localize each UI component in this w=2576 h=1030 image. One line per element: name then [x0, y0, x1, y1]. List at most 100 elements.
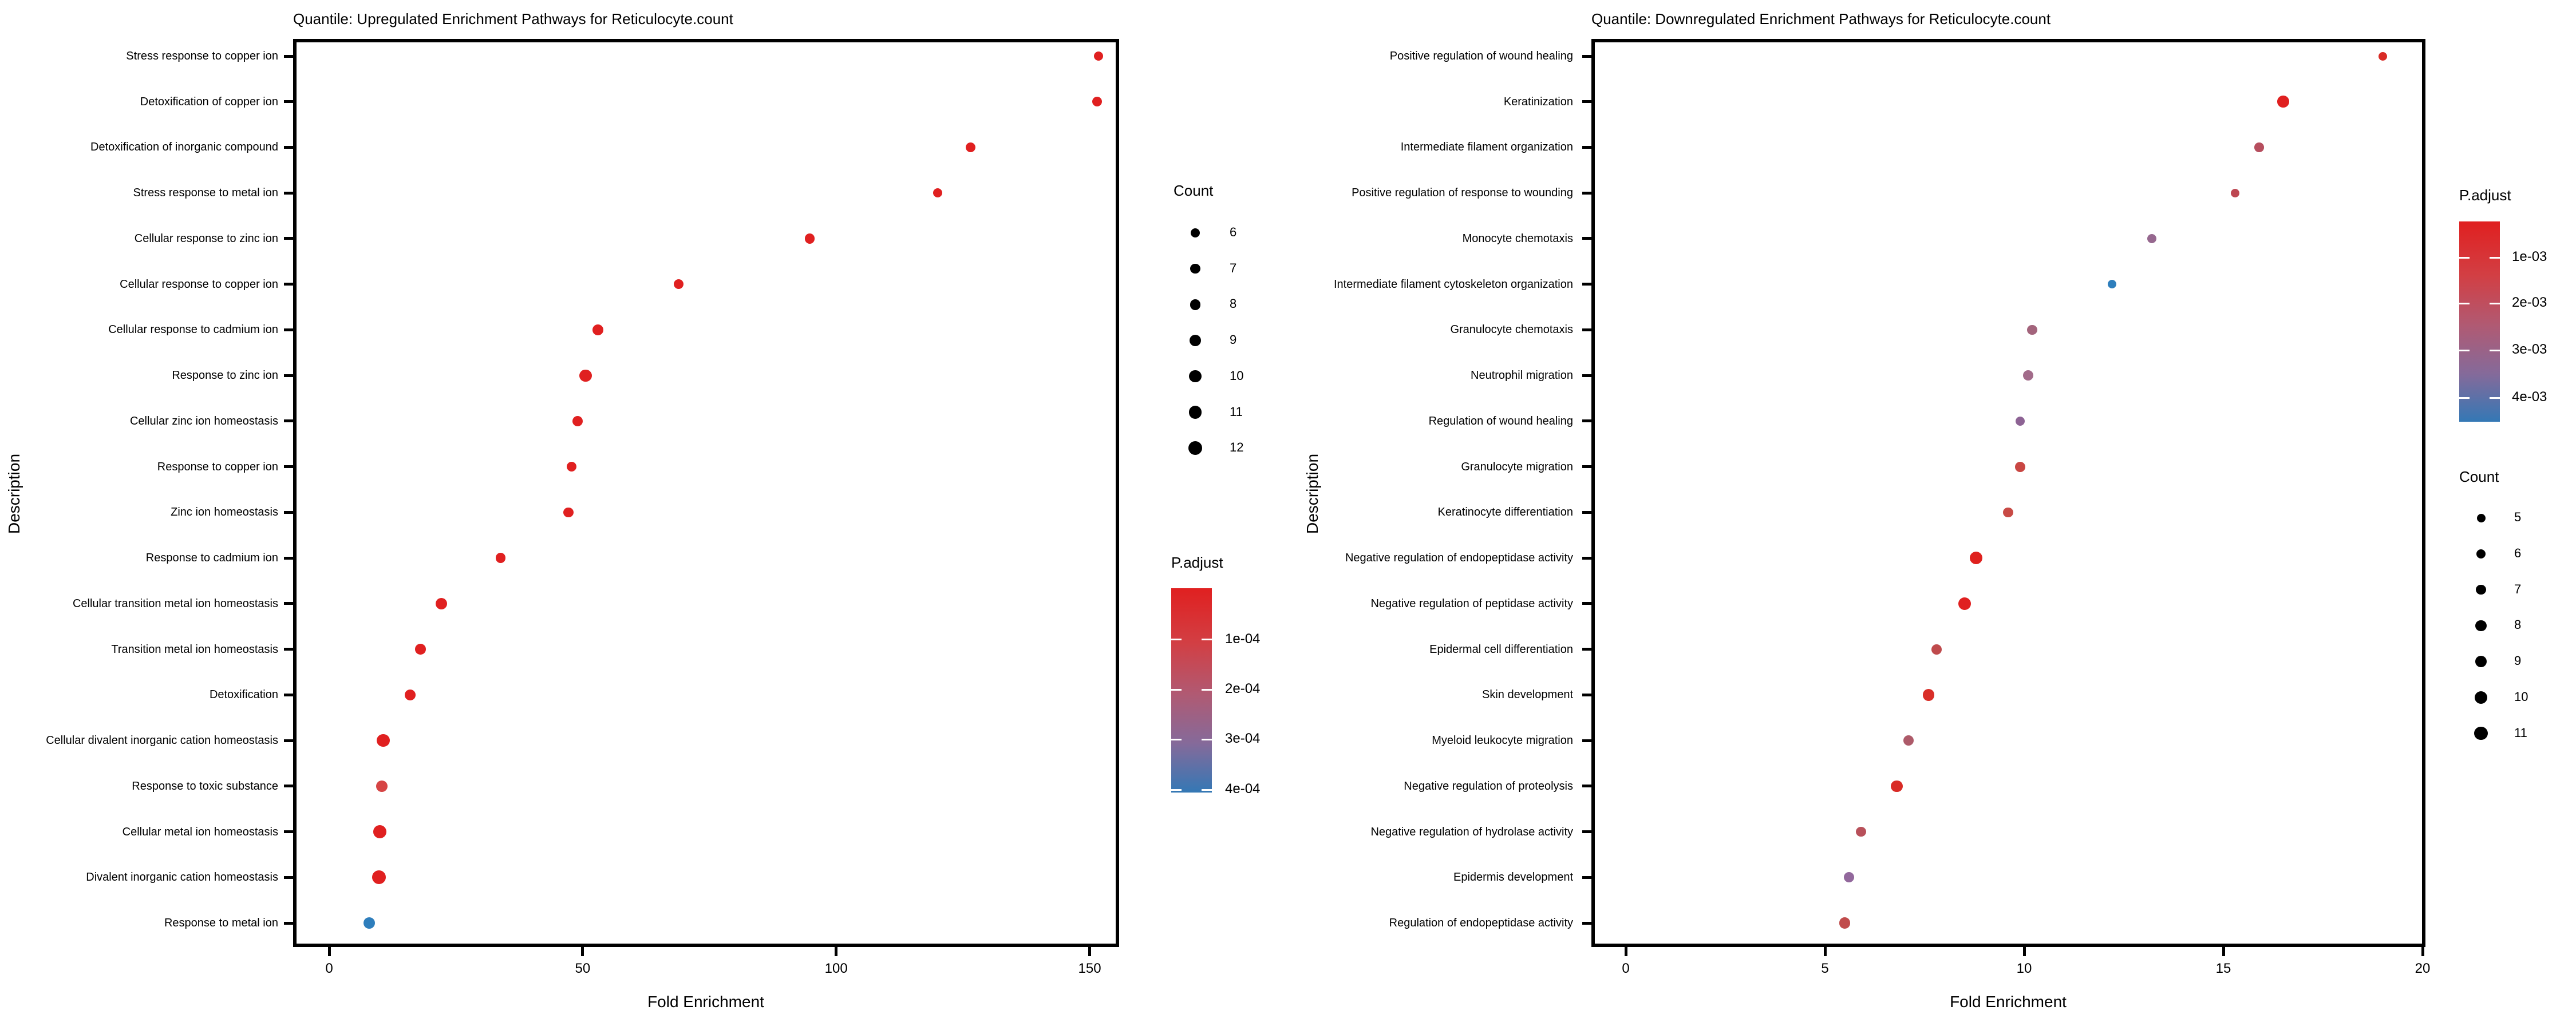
padjust-tick-mark — [2459, 302, 2470, 304]
y-axis-tick — [284, 648, 293, 651]
y-axis-tick — [284, 739, 293, 742]
data-point — [804, 233, 815, 244]
category-label: Intermediate filament organization — [1400, 141, 1573, 154]
panel-title: Quantile: Downregulated Enrichment Pathw… — [1591, 10, 2051, 27]
category-label: Detoxification — [209, 688, 278, 702]
data-point — [1092, 97, 1103, 107]
padjust-tick-label: 2e-04 — [1225, 681, 1261, 697]
data-point — [1958, 597, 1971, 610]
padjust-tick-mark — [1171, 639, 1182, 641]
data-point — [373, 825, 386, 838]
x-tick-label: 100 — [824, 961, 848, 976]
data-point — [1839, 917, 1851, 929]
padjust-tick-mark — [1171, 738, 1182, 740]
y-axis-tick — [1582, 830, 1591, 834]
padjust-tick-label: 4e-03 — [2512, 389, 2547, 405]
category-label: Skin development — [1482, 688, 1573, 702]
category-label: Monocyte chemotaxis — [1462, 232, 1573, 245]
data-point — [2015, 461, 2025, 472]
data-point — [405, 690, 416, 700]
category-label: Response to copper ion — [157, 460, 278, 473]
count-legend-dot — [2476, 584, 2486, 595]
category-label: Keratinocyte differentiation — [1437, 506, 1573, 519]
count-legend-label: 9 — [2514, 653, 2522, 668]
y-axis-tick — [284, 419, 293, 423]
y-axis-tick — [284, 465, 293, 469]
padjust-tick-label: 1e-04 — [1225, 631, 1261, 647]
category-label: Granulocyte chemotaxis — [1450, 323, 1573, 336]
padjust-tick-mark — [2490, 397, 2500, 399]
padjust-tick-mark — [1202, 688, 1212, 691]
category-label: Myeloid leukocyte migration — [1432, 734, 1573, 747]
count-legend-dot — [2475, 691, 2487, 704]
category-label: Regulation of endopeptidase activity — [1389, 917, 1573, 930]
data-point — [563, 507, 574, 518]
data-point — [372, 870, 386, 885]
data-point — [566, 461, 577, 472]
padjust-tick-mark — [2490, 349, 2500, 351]
plot-area — [1591, 39, 2425, 947]
count-legend-label: 12 — [1230, 440, 1244, 455]
y-axis-tick — [284, 785, 293, 788]
y-axis-tick — [1582, 876, 1591, 879]
count-legend-title: Count — [2459, 468, 2499, 485]
padjust-tick-mark — [2490, 256, 2500, 259]
count-legend-label: 10 — [2514, 690, 2528, 704]
data-point — [1094, 52, 1104, 61]
y-axis-tick — [284, 510, 293, 514]
count-legend-dot — [1190, 264, 1200, 274]
count-legend-label: 10 — [1230, 368, 1244, 383]
plot-area — [293, 39, 1119, 947]
x-axis-tick — [2421, 947, 2424, 956]
category-label: Epidermal cell differentiation — [1429, 643, 1573, 656]
count-legend-dot — [2475, 655, 2487, 668]
count-legend-dot — [2476, 549, 2486, 558]
x-axis-tick — [1823, 947, 1827, 956]
x-axis-title: Fold Enrichment — [1950, 993, 2067, 1011]
data-point — [592, 324, 603, 335]
padjust-tick-mark — [1202, 789, 1212, 791]
y-axis-tick — [284, 237, 293, 240]
category-label: Divalent inorganic cation homeostasis — [86, 871, 278, 884]
y-axis-tick — [284, 145, 293, 149]
data-point — [2015, 416, 2025, 426]
data-point — [377, 734, 390, 747]
category-label: Stress response to metal ion — [133, 187, 278, 200]
x-axis-tick — [581, 947, 584, 956]
count-legend-label: 8 — [1230, 296, 1237, 311]
count-legend-dot — [2475, 620, 2487, 631]
category-label: Intermediate filament cytoskeleton organ… — [1333, 278, 1573, 291]
padjust-tick-label: 1e-03 — [2512, 249, 2547, 264]
y-axis-tick — [1582, 328, 1591, 331]
category-label: Cellular transition metal ion homeostasi… — [72, 597, 278, 610]
padjust-tick-mark — [1171, 688, 1182, 691]
count-legend-label: 8 — [2514, 617, 2522, 632]
x-axis-tick — [835, 947, 838, 956]
padjust-tick-mark — [2490, 302, 2500, 304]
panel-title: Quantile: Upregulated Enrichment Pathway… — [293, 10, 733, 27]
category-label: Response to zinc ion — [172, 369, 278, 382]
category-label: Detoxification of inorganic compound — [90, 141, 278, 154]
y-axis-tick — [284, 693, 293, 696]
count-legend-dot — [1188, 441, 1202, 455]
data-point — [933, 188, 942, 198]
count-legend-label: 7 — [2514, 581, 2522, 596]
category-label: Negative regulation of peptidase activit… — [1370, 597, 1573, 610]
category-label: Cellular metal ion homeostasis — [122, 825, 278, 838]
category-label: Positive regulation of wound healing — [1389, 50, 1573, 62]
padjust-tick-mark — [2459, 349, 2470, 351]
data-point — [2023, 370, 2033, 381]
x-axis-tick — [327, 947, 331, 956]
padjust-tick-label: 2e-03 — [2512, 295, 2547, 311]
category-label: Cellular response to cadmium ion — [108, 323, 278, 336]
count-legend-label: 11 — [2514, 725, 2527, 740]
data-point — [376, 780, 388, 792]
count-legend-dot — [2474, 727, 2488, 740]
padjust-tick-label: 4e-04 — [1225, 781, 1261, 797]
data-point — [572, 415, 583, 427]
data-point — [363, 917, 375, 929]
data-point — [2231, 188, 2240, 197]
y-axis-tick — [1582, 602, 1591, 605]
data-point — [2277, 96, 2289, 108]
